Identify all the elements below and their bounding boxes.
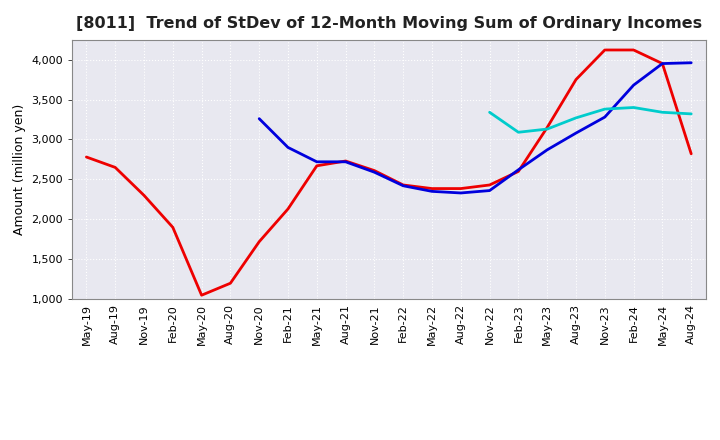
3 Years	[399, 182, 408, 187]
3 Years	[82, 154, 91, 160]
3 Years	[485, 182, 494, 187]
5 Years	[543, 147, 552, 153]
Line: 3 Years: 3 Years	[86, 50, 691, 295]
5 Years	[428, 189, 436, 194]
3 Years	[658, 61, 667, 66]
Y-axis label: Amount (million yen): Amount (million yen)	[13, 104, 26, 235]
3 Years	[111, 165, 120, 170]
3 Years	[312, 163, 321, 169]
5 Years	[572, 130, 580, 136]
3 Years	[629, 48, 638, 53]
Title: [8011]  Trend of StDev of 12-Month Moving Sum of Ordinary Incomes: [8011] Trend of StDev of 12-Month Moving…	[76, 16, 702, 32]
5 Years	[514, 167, 523, 172]
3 Years	[226, 281, 235, 286]
3 Years	[284, 206, 292, 212]
5 Years	[687, 60, 696, 66]
3 Years	[687, 151, 696, 157]
3 Years	[428, 186, 436, 191]
5 Years	[456, 191, 465, 196]
3 Years	[572, 77, 580, 82]
5 Years	[255, 116, 264, 121]
5 Years	[399, 183, 408, 188]
Line: 7 Years: 7 Years	[490, 107, 691, 132]
3 Years	[543, 125, 552, 130]
5 Years	[284, 145, 292, 150]
5 Years	[629, 82, 638, 88]
7 Years	[687, 111, 696, 117]
3 Years	[341, 158, 350, 164]
5 Years	[485, 188, 494, 193]
5 Years	[341, 159, 350, 165]
5 Years	[312, 159, 321, 165]
3 Years	[456, 186, 465, 191]
5 Years	[370, 169, 379, 175]
Line: 5 Years: 5 Years	[259, 63, 691, 193]
7 Years	[543, 126, 552, 132]
7 Years	[485, 110, 494, 115]
3 Years	[255, 239, 264, 244]
3 Years	[600, 48, 609, 53]
7 Years	[572, 115, 580, 121]
7 Years	[600, 106, 609, 112]
5 Years	[658, 61, 667, 66]
3 Years	[197, 293, 206, 298]
3 Years	[168, 225, 177, 230]
3 Years	[514, 169, 523, 174]
5 Years	[600, 114, 609, 120]
3 Years	[140, 193, 148, 198]
3 Years	[370, 168, 379, 173]
7 Years	[514, 130, 523, 135]
7 Years	[629, 105, 638, 110]
7 Years	[658, 110, 667, 115]
